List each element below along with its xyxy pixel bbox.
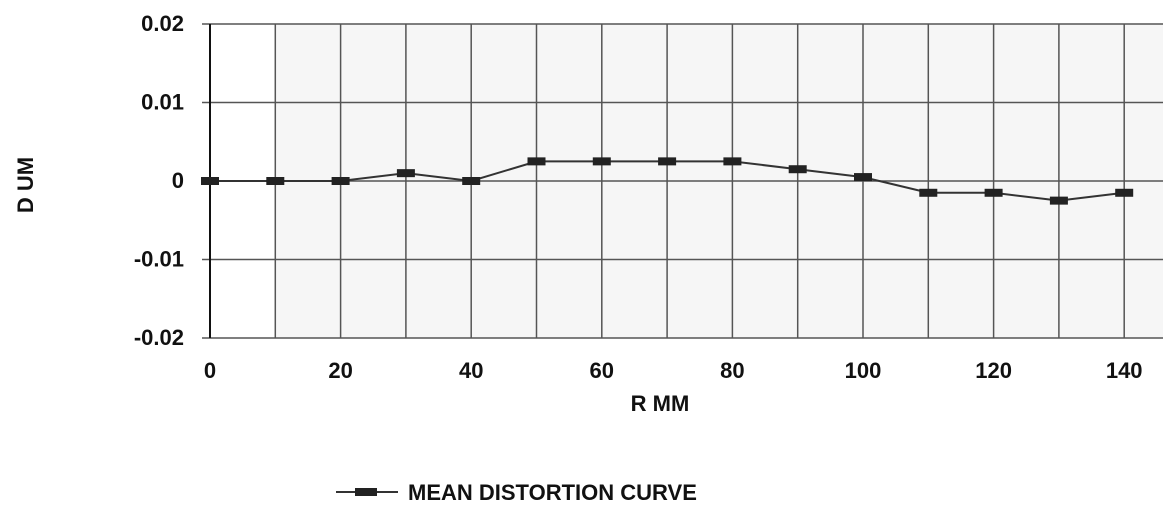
x-tick-label: 60 (590, 358, 614, 383)
y-tick-label: -0.02 (134, 325, 184, 350)
x-tick-label: 40 (459, 358, 483, 383)
data-point (1115, 188, 1134, 197)
x-tick-label: 120 (975, 358, 1012, 383)
x-axis-title: R MM (631, 391, 690, 416)
data-point (592, 157, 611, 166)
y-tick-label: 0 (172, 168, 184, 193)
data-point (658, 157, 677, 166)
y-tick-labels: 0.02 0.01 0 -0.01 -0.02 (134, 11, 184, 350)
legend-marker (355, 488, 377, 496)
y-tick-label: 0.01 (141, 90, 184, 115)
data-point (266, 177, 285, 185)
x-tick-labels: 0 20 40 60 80 100 120 140 (204, 358, 1143, 383)
legend: MEAN DISTORTION CURVE (336, 480, 697, 505)
data-point (396, 169, 415, 178)
series-markers (201, 157, 1134, 205)
data-point (854, 173, 872, 182)
data-point (201, 177, 219, 185)
y-tick-label: 0.02 (141, 11, 184, 36)
data-point (919, 188, 938, 197)
x-tick-label: 20 (328, 358, 352, 383)
x-tick-label: 140 (1106, 358, 1143, 383)
y-axis-title: D UM (13, 157, 38, 213)
data-point (462, 177, 481, 185)
y-tick-label: -0.01 (134, 247, 184, 272)
data-point (331, 177, 350, 185)
legend-label: MEAN DISTORTION CURVE (408, 480, 697, 505)
x-tick-label: 100 (845, 358, 882, 383)
data-point (984, 188, 1003, 197)
x-tick-label: 0 (204, 358, 216, 383)
data-point (527, 157, 546, 166)
data-point (723, 157, 742, 166)
data-point (1049, 196, 1068, 205)
x-tick-label: 80 (720, 358, 744, 383)
data-point (788, 165, 807, 174)
